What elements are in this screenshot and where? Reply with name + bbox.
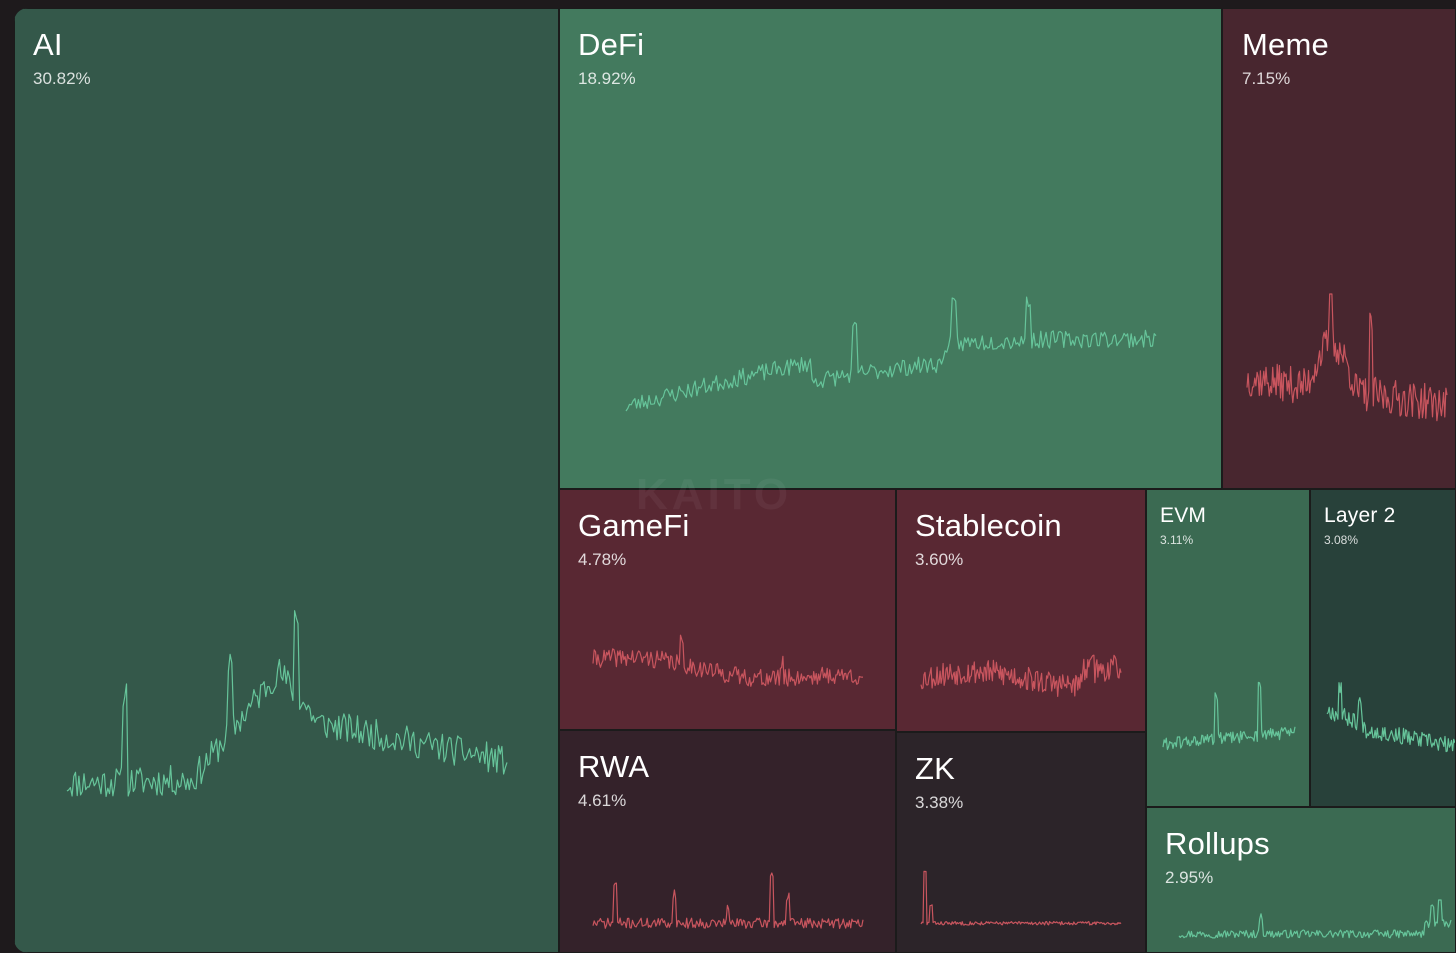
tile-gamefi-name: GameFi — [578, 508, 690, 543]
tile-rwa-sparkline-path — [592, 872, 864, 930]
tile-ai-name: AI — [33, 27, 63, 62]
tile-defi-name: DeFi — [578, 27, 645, 62]
tile-layer2-name: Layer 2 — [1324, 504, 1396, 527]
tile-defi-sparkline — [625, 296, 1157, 412]
tile-rollups-percent: 2.95% — [1165, 868, 1214, 887]
narrative-treemap: AI 30.82% DeFi 18.92% Meme 7.15% GameFi … — [14, 8, 1456, 953]
tile-defi-percent: 18.92% — [578, 69, 636, 88]
tile-gamefi-sparkline — [592, 634, 864, 687]
tile-ai-sparkline — [66, 610, 508, 797]
tile-layer2[interactable]: Layer 2 3.08% — [1310, 489, 1456, 807]
kaito-watermark: KAITO — [636, 470, 793, 519]
tile-defi-sparkline-path — [625, 296, 1157, 412]
tile-layer2-sparkline-path — [1326, 682, 1455, 753]
tile-gamefi-sparkline-path — [592, 634, 864, 687]
tile-ai-percent: 30.82% — [33, 69, 91, 88]
tile-meme-sparkline — [1246, 293, 1448, 422]
tile-evm-sparkline — [1162, 681, 1296, 751]
tile-zk-sparkline-path — [920, 870, 1122, 926]
tile-defi[interactable]: DeFi 18.92% — [559, 8, 1222, 489]
tile-evm[interactable]: EVM 3.11% — [1146, 489, 1310, 807]
tile-stablecoin[interactable]: Stablecoin 3.60% — [896, 489, 1146, 732]
tile-rollups[interactable]: Rollups 2.95% — [1146, 807, 1456, 953]
tile-rollups-sparkline-path — [1178, 899, 1452, 939]
tile-zk-sparkline — [920, 870, 1122, 926]
tile-meme[interactable]: Meme 7.15% — [1222, 8, 1456, 489]
tile-zk[interactable]: ZK 3.38% — [896, 732, 1146, 953]
tile-rollups-name: Rollups — [1165, 826, 1270, 861]
tile-evm-sparkline-path — [1162, 681, 1296, 751]
tile-layer2-percent: 3.08% — [1324, 533, 1359, 547]
tile-layer2-sparkline — [1326, 682, 1455, 753]
tile-ai[interactable]: AI 30.82% — [14, 8, 559, 953]
tile-rollups-sparkline — [1178, 899, 1452, 939]
tile-meme-name: Meme — [1242, 27, 1329, 62]
tile-stablecoin-sparkline-path — [920, 654, 1122, 698]
tile-zk-name: ZK — [915, 751, 956, 786]
tile-evm-name: EVM — [1160, 504, 1207, 527]
tile-stablecoin-name: Stablecoin — [915, 508, 1062, 543]
tile-rwa-name: RWA — [578, 749, 650, 784]
tile-meme-percent: 7.15% — [1242, 69, 1291, 88]
tile-gamefi-percent: 4.78% — [578, 550, 627, 569]
tile-stablecoin-percent: 3.60% — [915, 550, 964, 569]
tile-rwa[interactable]: RWA 4.61% — [559, 730, 896, 953]
tile-meme-sparkline-path — [1246, 293, 1448, 422]
tile-stablecoin-sparkline — [920, 654, 1122, 698]
tile-zk-percent: 3.38% — [915, 793, 964, 812]
tile-ai-sparkline-path — [66, 610, 508, 797]
tile-rwa-percent: 4.61% — [578, 791, 627, 810]
tile-evm-percent: 3.11% — [1160, 533, 1194, 547]
tile-gamefi[interactable]: GameFi 4.78% — [559, 489, 896, 730]
tile-rwa-sparkline — [592, 872, 864, 930]
